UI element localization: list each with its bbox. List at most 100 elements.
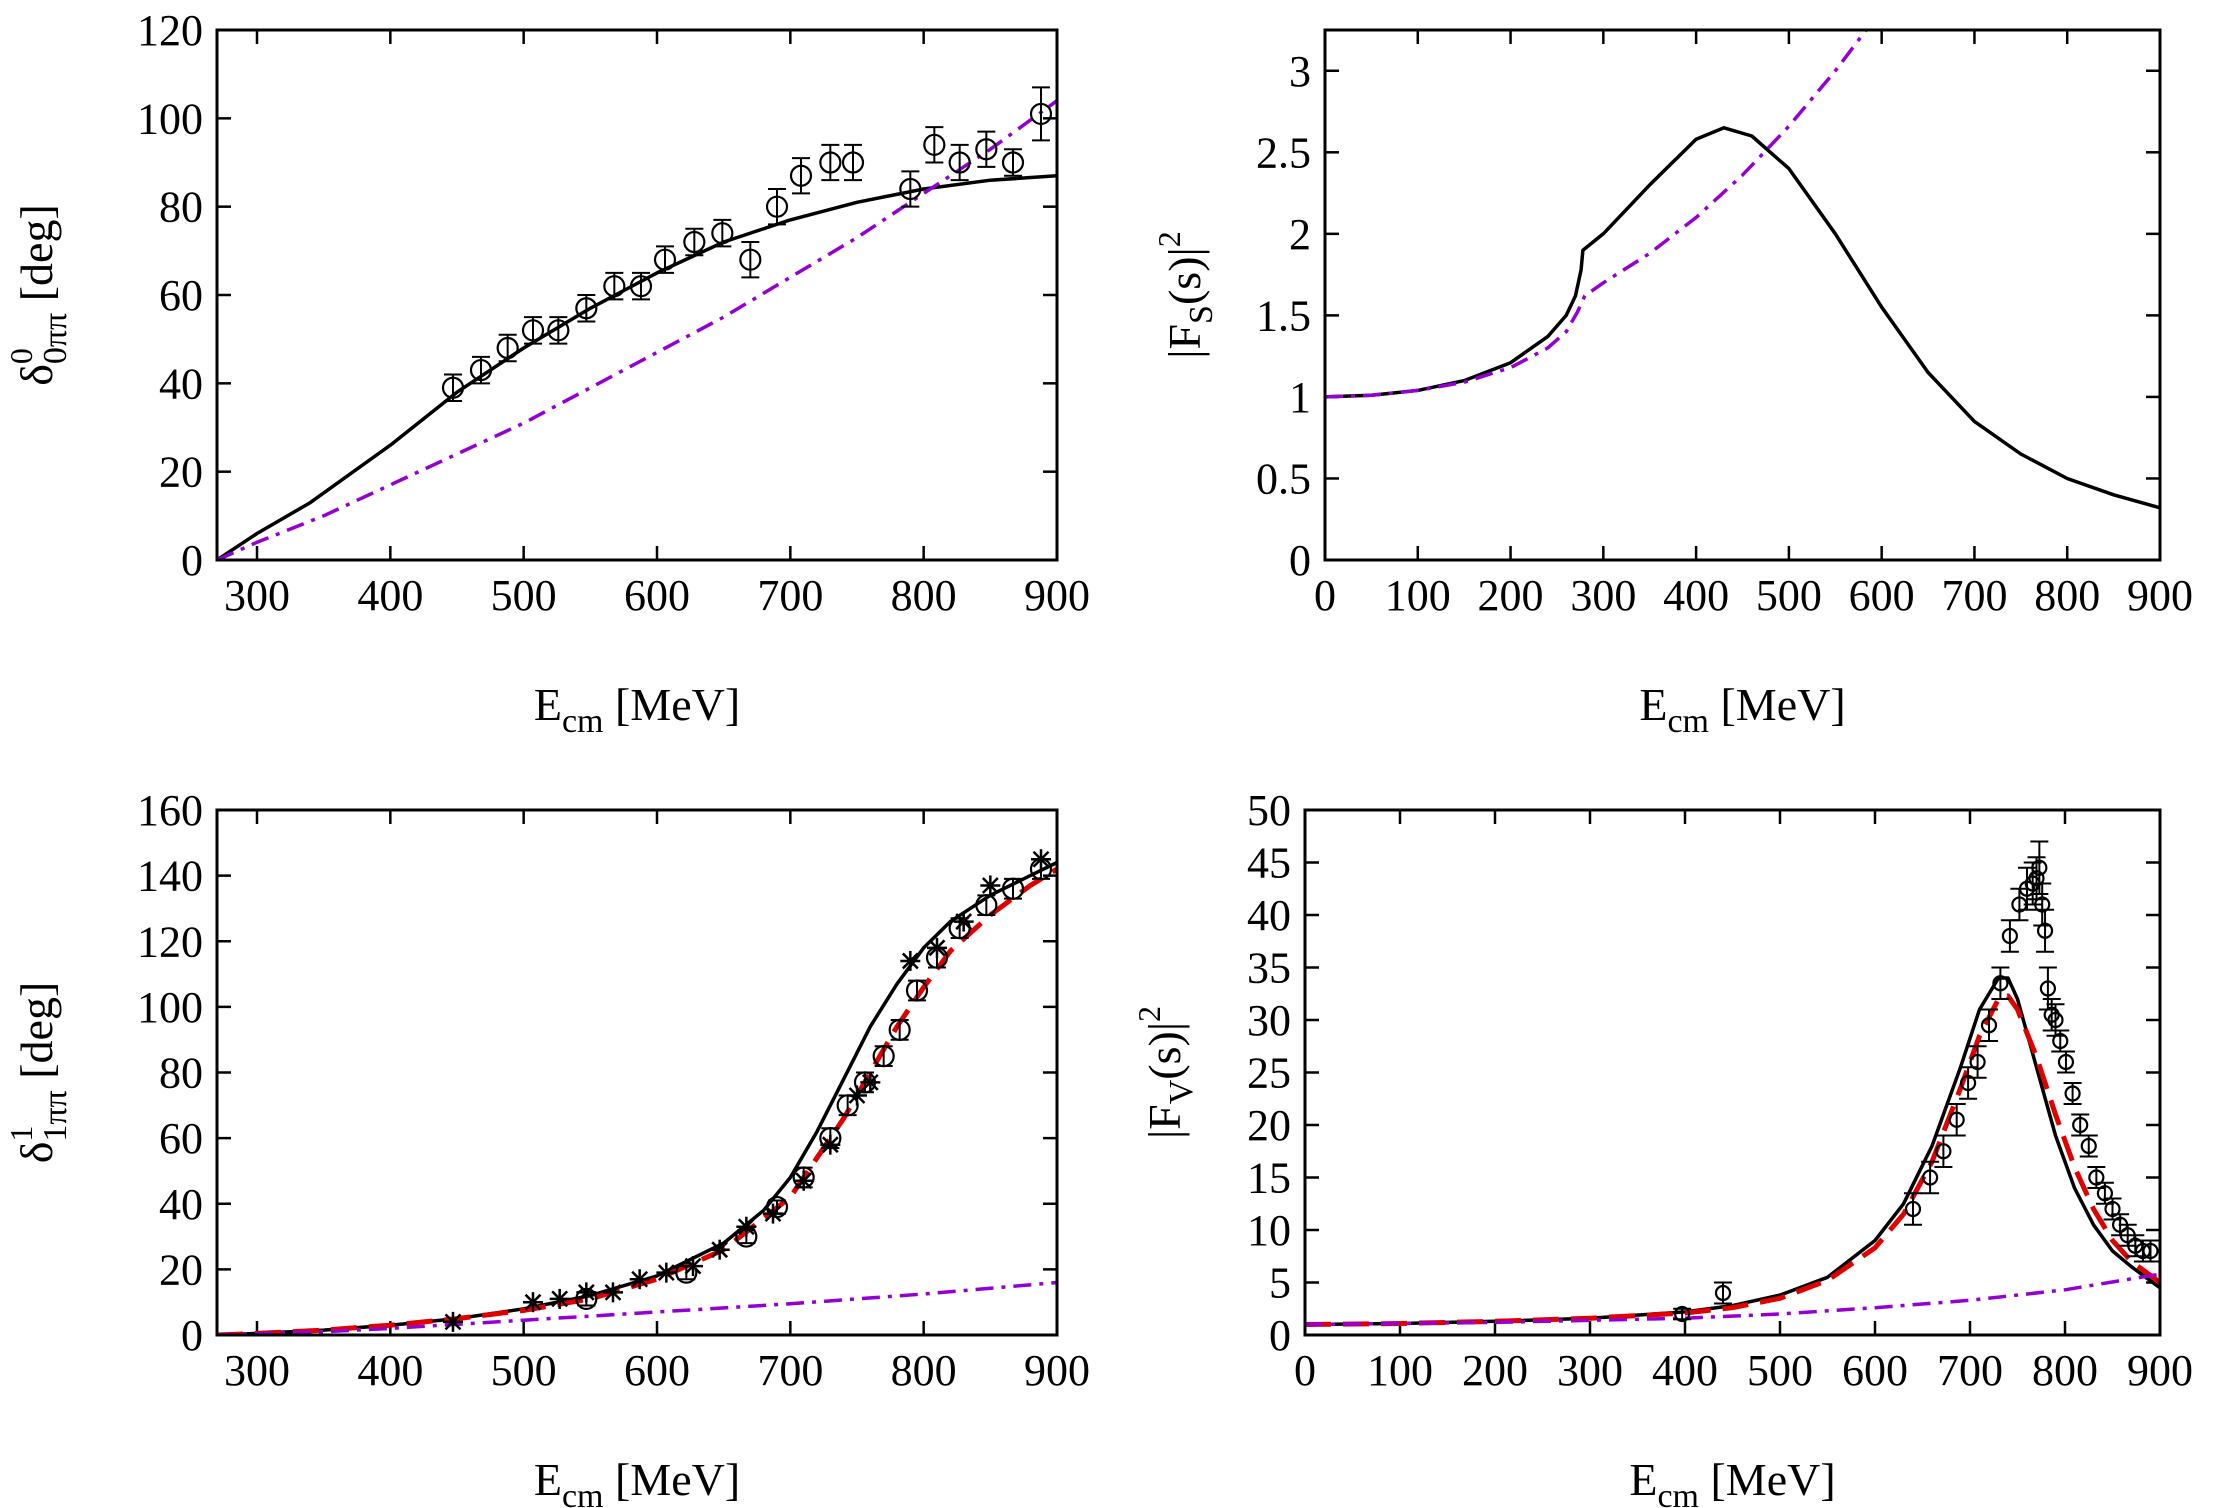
- data-point: [496, 336, 519, 360]
- data-point: [521, 319, 545, 342]
- data-point-star: [523, 1292, 543, 1313]
- y-axis-label: δ11ππ [deg]: [3, 982, 74, 1164]
- x-tick-label: 400: [357, 1346, 423, 1395]
- data-point: [469, 358, 493, 382]
- y-tick-label: 40: [159, 1180, 203, 1229]
- data-point: [441, 376, 465, 399]
- series-fit: [217, 174, 1057, 560]
- data-point: [765, 195, 789, 218]
- x-tick-label: 900: [1024, 571, 1090, 620]
- x-tick-label: 300: [1557, 1346, 1623, 1395]
- data-point-star: [793, 1170, 814, 1191]
- x-tick-label: 400: [1652, 1346, 1718, 1395]
- x-tick-label: 600: [1849, 571, 1915, 620]
- y-tick-label: 2: [1289, 210, 1311, 259]
- data-point-star: [763, 1203, 783, 1224]
- data-point: [819, 151, 842, 174]
- x-tick-label: 0: [1314, 571, 1336, 620]
- y-tick-label: 120: [137, 6, 203, 55]
- data-point-star: [847, 1085, 867, 1106]
- y-axis-label: |FV(s)|2: [1131, 1006, 1200, 1139]
- x-tick-label: 600: [624, 1346, 690, 1395]
- data-point: [1992, 975, 2009, 992]
- data-point: [789, 164, 813, 187]
- y-tick-label: 1.5: [1256, 291, 1311, 340]
- x-tick-label: 700: [1941, 571, 2007, 620]
- data-point: [1714, 1284, 1732, 1302]
- x-tick-label: 900: [1024, 1346, 1090, 1395]
- data-point: [1935, 1143, 1952, 1160]
- data-point: [2052, 1032, 2069, 1050]
- data-point: [547, 319, 570, 342]
- data-point: [923, 133, 946, 156]
- data-point-star: [860, 1072, 881, 1093]
- data-point: [1674, 1305, 1691, 1323]
- data-point: [1921, 1169, 1939, 1186]
- x-tick-label: 600: [624, 571, 690, 620]
- y-axis-label: |FS(s)|2: [1151, 231, 1220, 358]
- x-tick-label: 100: [1385, 571, 1451, 620]
- plot-frame: [1323, 28, 2162, 562]
- data-point: [899, 177, 922, 201]
- series-fit: [217, 860, 1057, 1335]
- data-point-star: [820, 1134, 841, 1155]
- data-point-star: [1031, 849, 1051, 870]
- y-tick-label: 140: [137, 852, 203, 901]
- data-point: [975, 894, 998, 917]
- data-point: [1001, 151, 1025, 174]
- series-fit: [1325, 126, 2160, 510]
- y-tick-label: 120: [137, 917, 203, 966]
- x-tick-label: 900: [2127, 1346, 2193, 1395]
- x-tick-label: 400: [357, 571, 423, 620]
- data-point: [948, 151, 971, 174]
- data-point-star: [603, 1282, 623, 1303]
- data-point: [888, 1018, 911, 1041]
- x-tick-label: 500: [491, 1346, 557, 1395]
- x-axis-label: Ecm [MeV]: [534, 1454, 740, 1508]
- data-point-star: [549, 1288, 570, 1309]
- data-point: [1948, 1111, 1965, 1128]
- data-point: [872, 1044, 895, 1068]
- data-point: [2047, 1011, 2064, 1029]
- data-point: [739, 248, 762, 271]
- y-tick-label: 100: [137, 94, 203, 143]
- data-point-star: [656, 1262, 677, 1283]
- x-axis-label: Ecm [MeV]: [1629, 1454, 1835, 1508]
- plot-frame: [215, 808, 1059, 1337]
- data-point: [2096, 1185, 2113, 1202]
- x-axis-label: Ecm [MeV]: [534, 679, 740, 740]
- x-tick-label: 700: [1937, 1346, 2003, 1395]
- x-tick-label: 700: [757, 1346, 823, 1395]
- y-tick-label: 30: [1247, 996, 1291, 1045]
- x-tick-label: 800: [891, 571, 957, 620]
- data-point: [2072, 1116, 2089, 1134]
- y-tick-label: 20: [1247, 1101, 1291, 1150]
- y-tick-label: 0: [181, 1311, 203, 1360]
- data-point: [1980, 1017, 1998, 1034]
- data-point: [841, 151, 865, 174]
- x-tick-label: 900: [2127, 571, 2193, 620]
- data-point-star: [953, 911, 974, 932]
- series-alt: [217, 99, 1057, 560]
- y-tick-label: 5: [1269, 1259, 1291, 1308]
- x-axis-label: Ecm [MeV]: [1639, 679, 1845, 740]
- data-point: [2034, 896, 2051, 913]
- x-tick-label: 700: [757, 571, 823, 620]
- y-axis-label: δ00ππ [deg]: [3, 204, 74, 386]
- data-point: [975, 138, 998, 161]
- data-point: [1904, 1200, 1922, 1218]
- data-point-star: [980, 875, 1001, 896]
- data-point: [629, 275, 653, 298]
- x-tick-label: 800: [2032, 1346, 2098, 1395]
- series-alt: [1305, 1272, 2160, 1327]
- data-point: [1029, 102, 1053, 126]
- data-point-star: [900, 950, 921, 971]
- y-tick-label: 15: [1247, 1154, 1291, 1203]
- data-point-star: [629, 1269, 650, 1290]
- data-point-star: [443, 1311, 463, 1332]
- data-point: [2088, 1169, 2105, 1186]
- data-point: [1969, 1053, 1986, 1071]
- chart-p1: 300 400 500 600 700 800 900 0 20 40 60 80 100 120 Ecm …: [3, 6, 1090, 740]
- data-point-star: [576, 1282, 597, 1303]
- y-tick-label: 25: [1247, 1049, 1291, 1098]
